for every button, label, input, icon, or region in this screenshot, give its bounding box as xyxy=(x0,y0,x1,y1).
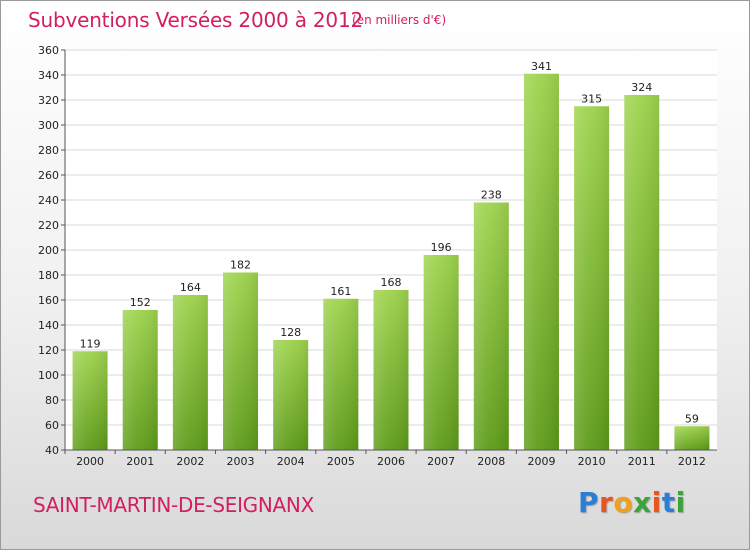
logo-letter: i xyxy=(651,486,662,519)
x-tick-label: 2012 xyxy=(678,455,706,468)
logo-letter: o xyxy=(613,486,634,519)
bar-shine xyxy=(624,95,660,450)
x-tick-label: 2006 xyxy=(377,455,405,468)
chart-subtitle: (en milliers d'€) xyxy=(352,13,447,27)
x-axis: 2000 2001 2002 2003 2004 2005 2006 2007 2008 2009… xyxy=(64,449,717,468)
bar-value-label: 238 xyxy=(481,189,502,202)
y-tick-label: 180 xyxy=(38,269,59,282)
bar-shine xyxy=(423,255,459,450)
bar xyxy=(423,255,459,450)
x-tick-label: 2003 xyxy=(227,455,255,468)
y-tick-label: 340 xyxy=(38,69,59,82)
x-tick-label: 2011 xyxy=(628,455,656,468)
x-tick-label: 2007 xyxy=(427,455,455,468)
bar xyxy=(674,426,710,450)
bars: 119 152 164 182 128 161 168 196 238 341 315 324 59 xyxy=(72,60,710,450)
logo-letter: i xyxy=(675,486,686,519)
logo-letter: P xyxy=(578,486,600,519)
y-tick-label: 240 xyxy=(38,194,59,207)
logo-letter: r xyxy=(599,486,614,519)
bar xyxy=(523,73,559,450)
bar-shine xyxy=(373,290,409,450)
bar-shine xyxy=(674,426,710,450)
bar-value-label: 324 xyxy=(631,81,652,94)
bar xyxy=(473,202,509,450)
logo-letter: x xyxy=(633,486,652,519)
bar xyxy=(72,351,108,450)
x-tick-label: 2002 xyxy=(176,455,204,468)
y-tick-label: 300 xyxy=(38,119,59,132)
x-tick-label: 2009 xyxy=(527,455,555,468)
bar xyxy=(273,340,309,450)
x-tick-label: 2008 xyxy=(477,455,505,468)
y-tick-label: 320 xyxy=(38,94,59,107)
location-name: SAINT-MARTIN-DE-SEIGNANX xyxy=(33,493,314,517)
bar-value-label: 119 xyxy=(80,337,101,350)
bar xyxy=(223,272,259,450)
bar-shine xyxy=(223,272,259,450)
bar xyxy=(373,290,409,450)
bar xyxy=(172,295,208,450)
bar-shine xyxy=(574,106,610,450)
x-tick-label: 2000 xyxy=(76,455,104,468)
bar-value-label: 59 xyxy=(685,412,699,425)
bar-value-label: 161 xyxy=(330,285,351,298)
x-tick-label: 2004 xyxy=(277,455,305,468)
y-tick-label: 40 xyxy=(45,444,59,457)
y-tick-label: 140 xyxy=(38,319,59,332)
bar-value-label: 341 xyxy=(531,60,552,73)
y-tick-label: 200 xyxy=(38,244,59,257)
y-tick-label: 280 xyxy=(38,144,59,157)
bar-shine xyxy=(172,295,208,450)
y-tick-label: 260 xyxy=(38,169,59,182)
bar-value-label: 128 xyxy=(280,326,301,339)
x-tick-label: 2001 xyxy=(126,455,154,468)
bar-value-label: 196 xyxy=(431,241,452,254)
y-tick-label: 360 xyxy=(38,44,59,57)
bar-shine xyxy=(273,340,309,450)
bar-shine xyxy=(122,310,158,450)
bar-value-label: 152 xyxy=(130,296,151,309)
bar-value-label: 164 xyxy=(180,281,201,294)
bar xyxy=(574,106,610,450)
chart-title: Subventions Versées 2000 à 2012 xyxy=(28,8,364,32)
y-tick-label: 120 xyxy=(38,344,59,357)
y-tick-label: 60 xyxy=(45,419,59,432)
bar-value-label: 168 xyxy=(381,276,402,289)
bar-shine xyxy=(72,351,108,450)
bar-shine xyxy=(523,73,559,450)
bar-value-label: 315 xyxy=(581,92,602,105)
bar-shine xyxy=(323,298,359,450)
bar xyxy=(624,95,660,450)
x-tick-label: 2005 xyxy=(327,455,355,468)
y-tick-label: 220 xyxy=(38,219,59,232)
proxiti-logo: Proxiti xyxy=(578,486,686,519)
logo-letter: t xyxy=(661,486,676,519)
bar xyxy=(323,298,359,450)
bar-shine xyxy=(473,202,509,450)
bar-value-label: 182 xyxy=(230,259,251,272)
y-tick-label: 160 xyxy=(38,294,59,307)
y-tick-label: 100 xyxy=(38,369,59,382)
y-tick-label: 80 xyxy=(45,394,59,407)
y-axis: 40 60 80 100 120 140 160 180 200 220 240 260 280 300 3… xyxy=(38,44,66,457)
bar xyxy=(122,310,158,450)
x-tick-label: 2010 xyxy=(578,455,606,468)
